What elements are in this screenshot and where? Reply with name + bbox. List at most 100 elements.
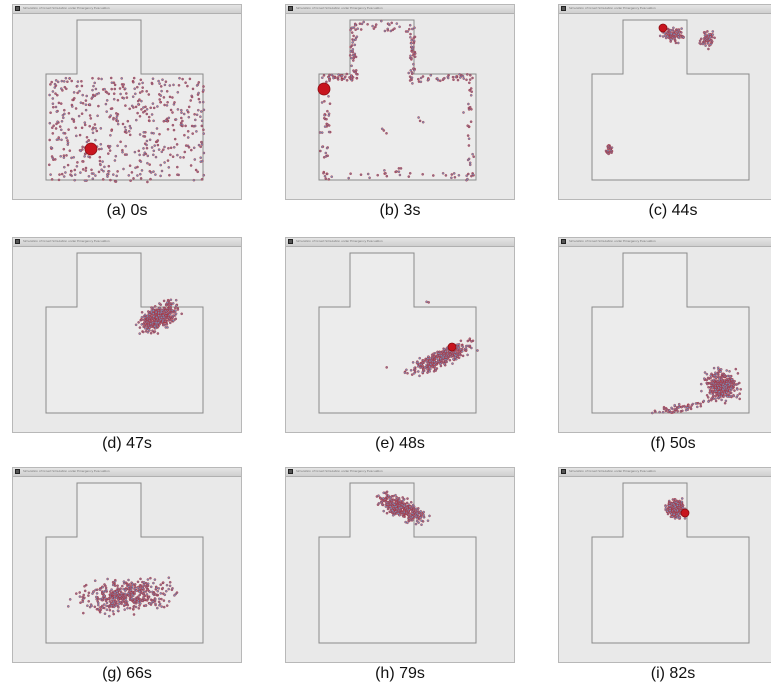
agent: [670, 411, 673, 414]
agent: [202, 173, 206, 177]
agent: [162, 148, 165, 151]
agent: [461, 354, 465, 358]
agent: [113, 180, 117, 183]
agent: [664, 409, 668, 413]
agent: [97, 77, 100, 80]
agent: [122, 587, 125, 591]
agent: [469, 87, 473, 90]
agent: [66, 139, 69, 142]
agent: [99, 143, 103, 146]
agent: [143, 151, 147, 154]
agent: [77, 114, 81, 118]
agent: [411, 510, 414, 513]
window-title: Simulation of Crowd Simulation under Eme…: [296, 469, 383, 473]
agent: [467, 125, 471, 129]
agent: [694, 402, 698, 405]
agent: [123, 608, 126, 611]
agent: [666, 512, 670, 516]
agent: [713, 36, 716, 40]
agent: [191, 132, 194, 135]
simulation-window: Simulation of Crowd Simulation under Eme…: [285, 467, 515, 663]
agent: [138, 153, 141, 157]
agent: [410, 56, 413, 60]
agent: [142, 111, 145, 114]
agent: [115, 174, 118, 178]
agent: [386, 496, 389, 500]
agent: [175, 143, 179, 146]
agent: [141, 90, 144, 93]
agent: [418, 363, 421, 367]
agent: [661, 35, 665, 38]
agent: [163, 83, 167, 87]
agent: [420, 523, 423, 526]
agent: [173, 101, 176, 104]
agent: [169, 321, 172, 325]
agent: [681, 34, 684, 38]
agent: [156, 589, 159, 593]
agent: [128, 164, 132, 167]
agent: [721, 388, 725, 391]
agent: [51, 126, 54, 129]
agent: [144, 581, 148, 585]
agent: [105, 601, 109, 605]
app-icon: [15, 239, 20, 244]
agent: [460, 347, 464, 351]
agent: [96, 114, 99, 118]
agent: [101, 160, 104, 163]
leader-agent: [658, 23, 668, 33]
agent: [330, 73, 334, 77]
agent: [192, 146, 196, 150]
agent: [432, 354, 436, 358]
agent: [467, 144, 471, 147]
window-titlebar: Simulation of Crowd Simulation under Eme…: [559, 5, 771, 14]
simulation-canvas: [45, 19, 206, 184]
agent: [79, 101, 83, 104]
agent: [97, 603, 100, 607]
agent: [323, 114, 326, 117]
agent: [385, 493, 388, 496]
agent: [123, 125, 127, 129]
agent: [197, 143, 201, 147]
agent: [81, 160, 84, 163]
agent: [162, 307, 166, 310]
agent: [157, 148, 161, 151]
agent: [158, 306, 162, 310]
agent: [134, 323, 138, 327]
agent: [701, 42, 705, 46]
agent: [125, 131, 128, 134]
agent: [98, 162, 102, 166]
agent: [187, 105, 191, 109]
agent: [162, 605, 166, 609]
agent: [138, 332, 141, 335]
agent: [137, 607, 141, 610]
agent: [87, 600, 90, 603]
agent: [442, 352, 446, 355]
agent: [186, 84, 189, 88]
agent: [163, 103, 166, 107]
leader-agent: [447, 342, 457, 352]
agent: [63, 108, 66, 112]
agent: [103, 594, 106, 598]
agent: [709, 376, 712, 380]
agent: [670, 38, 673, 41]
agent: [105, 110, 108, 113]
agent: [607, 152, 610, 156]
agent: [444, 350, 447, 353]
agent: [651, 411, 654, 415]
agent: [167, 304, 171, 307]
agent: [406, 521, 409, 525]
agent: [409, 36, 412, 39]
agent: [126, 606, 129, 610]
agent: [422, 359, 425, 362]
agent: [113, 87, 117, 91]
agent: [156, 105, 159, 108]
agent: [62, 131, 65, 135]
agent: [435, 354, 439, 358]
agent: [710, 35, 714, 39]
agent: [132, 607, 135, 611]
agent: [738, 392, 741, 395]
agent: [468, 337, 472, 340]
agent: [148, 119, 151, 123]
agent: [141, 586, 145, 590]
agent: [88, 124, 91, 128]
